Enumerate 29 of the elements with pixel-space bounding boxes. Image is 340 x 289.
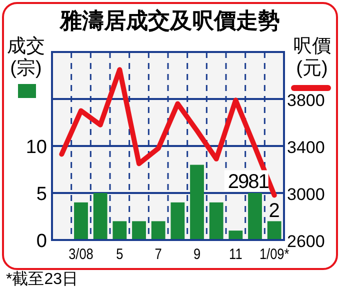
y2-axis-title: 呎價(元) — [293, 36, 331, 79]
bar — [248, 193, 262, 240]
y2-tick-label: 3000 — [287, 185, 325, 204]
x-tick-label: 5 — [116, 244, 124, 262]
y2-tick-label: 2600 — [287, 232, 325, 251]
x-tick-label: 9 — [193, 244, 201, 262]
data-label: 2981 — [228, 171, 270, 194]
x-tick-label: 7 — [154, 244, 162, 262]
bar — [74, 202, 88, 240]
x-tick-label: 11 — [229, 244, 243, 262]
y2-tick-label: 3800 — [287, 91, 325, 110]
x-tick-label: 3/08 — [68, 244, 94, 262]
bar — [151, 221, 166, 240]
data-label: 2 — [268, 200, 280, 222]
bar — [132, 221, 146, 240]
chart-title: 雅濤居成交及呎價走勢 — [59, 8, 280, 33]
bar — [209, 202, 224, 240]
bar — [267, 221, 282, 240]
bar — [228, 230, 243, 240]
y-axis-title: 成交(宗) — [7, 35, 45, 79]
bar — [170, 202, 185, 240]
y-tick-label: 5 — [36, 184, 47, 205]
bar — [112, 221, 127, 240]
text: *截至23日 — [6, 270, 78, 288]
y2-tick-label: 3400 — [287, 138, 325, 157]
bar — [93, 193, 108, 240]
y-tick-label: 0 — [36, 231, 47, 252]
y-tick-label: 10 — [26, 137, 47, 158]
bar — [190, 164, 204, 240]
